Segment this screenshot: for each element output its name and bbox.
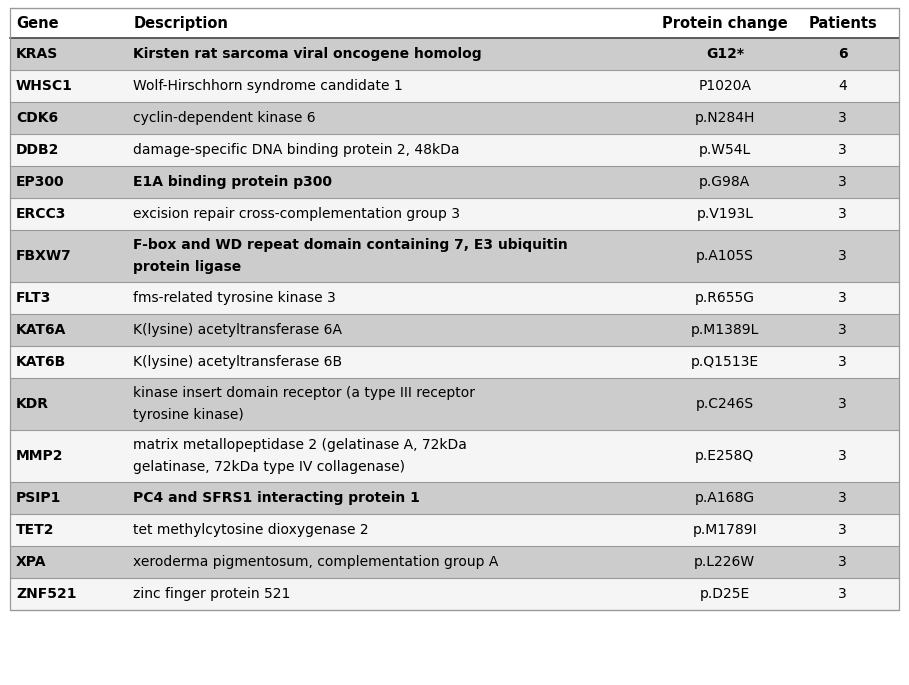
Text: p.C246S: p.C246S: [695, 397, 754, 411]
Bar: [10, 578, 899, 610]
Text: kinase insert domain receptor (a type III receptor: kinase insert domain receptor (a type II…: [134, 386, 475, 399]
Text: E1A binding protein p300: E1A binding protein p300: [134, 175, 333, 189]
Text: P1020A: P1020A: [698, 79, 751, 93]
Text: tyrosine kinase): tyrosine kinase): [134, 408, 245, 423]
Text: p.W54L: p.W54L: [699, 143, 751, 157]
Text: 3: 3: [838, 491, 847, 505]
Text: p.L226W: p.L226W: [694, 555, 755, 569]
Text: p.G98A: p.G98A: [699, 175, 751, 189]
Text: F-box and WD repeat domain containing 7, E3 ubiquitin: F-box and WD repeat domain containing 7,…: [134, 238, 568, 251]
Text: damage-specific DNA binding protein 2, 48kDa: damage-specific DNA binding protein 2, 4…: [134, 143, 460, 157]
Text: EP300: EP300: [16, 175, 65, 189]
Text: 3: 3: [838, 175, 847, 189]
Text: excision repair cross-complementation group 3: excision repair cross-complementation gr…: [134, 207, 460, 221]
Bar: [10, 102, 899, 134]
Text: 3: 3: [838, 355, 847, 369]
Bar: [10, 198, 899, 230]
Bar: [10, 430, 899, 482]
Text: PC4 and SFRS1 interacting protein 1: PC4 and SFRS1 interacting protein 1: [134, 491, 420, 505]
Text: CDK6: CDK6: [16, 111, 58, 125]
Text: ERCC3: ERCC3: [16, 207, 66, 221]
Text: p.A105S: p.A105S: [695, 249, 754, 263]
Text: XPA: XPA: [16, 555, 46, 569]
Text: MMP2: MMP2: [16, 449, 64, 463]
Text: KRAS: KRAS: [16, 47, 58, 61]
Text: p.A168G: p.A168G: [694, 491, 754, 505]
Text: 3: 3: [838, 449, 847, 463]
Text: FBXW7: FBXW7: [16, 249, 72, 263]
Text: fms-related tyrosine kinase 3: fms-related tyrosine kinase 3: [134, 291, 336, 305]
Text: 3: 3: [838, 523, 847, 537]
Text: KAT6B: KAT6B: [16, 355, 66, 369]
Text: matrix metallopeptidase 2 (gelatinase A, 72kDa: matrix metallopeptidase 2 (gelatinase A,…: [134, 438, 467, 451]
Text: Kirsten rat sarcoma viral oncogene homolog: Kirsten rat sarcoma viral oncogene homol…: [134, 47, 482, 61]
Bar: [10, 38, 899, 70]
Text: Protein change: Protein change: [662, 16, 787, 31]
Bar: [10, 8, 899, 610]
Text: 4: 4: [838, 79, 847, 93]
Text: Description: Description: [134, 16, 228, 31]
Text: 6: 6: [838, 47, 847, 61]
Text: Gene: Gene: [16, 16, 58, 31]
Bar: [10, 482, 899, 514]
Bar: [10, 546, 899, 578]
Text: G12*: G12*: [705, 47, 744, 61]
Text: cyclin-dependent kinase 6: cyclin-dependent kinase 6: [134, 111, 316, 125]
Text: p.M1389L: p.M1389L: [691, 323, 759, 337]
Text: p.M1789I: p.M1789I: [693, 523, 757, 537]
Bar: [10, 8, 899, 38]
Text: gelatinase, 72kDa type IV collagenase): gelatinase, 72kDa type IV collagenase): [134, 460, 405, 475]
Text: KDR: KDR: [16, 397, 49, 411]
Text: p.D25E: p.D25E: [700, 587, 750, 601]
Text: ZNF521: ZNF521: [16, 587, 76, 601]
Text: zinc finger protein 521: zinc finger protein 521: [134, 587, 291, 601]
Bar: [10, 134, 899, 166]
Text: xeroderma pigmentosum, complementation group A: xeroderma pigmentosum, complementation g…: [134, 555, 499, 569]
Text: protein ligase: protein ligase: [134, 260, 242, 275]
Text: p.N284H: p.N284H: [694, 111, 755, 125]
Bar: [10, 346, 899, 378]
Text: 3: 3: [838, 323, 847, 337]
Text: Wolf-Hirschhorn syndrome candidate 1: Wolf-Hirschhorn syndrome candidate 1: [134, 79, 403, 93]
Bar: [10, 166, 899, 198]
Text: 3: 3: [838, 249, 847, 263]
Text: 3: 3: [838, 587, 847, 601]
Text: K(lysine) acetyltransferase 6A: K(lysine) acetyltransferase 6A: [134, 323, 343, 337]
Text: p.E258Q: p.E258Q: [695, 449, 754, 463]
Text: DDB2: DDB2: [16, 143, 59, 157]
Bar: [10, 514, 899, 546]
Text: tet methylcytosine dioxygenase 2: tet methylcytosine dioxygenase 2: [134, 523, 369, 537]
Text: 3: 3: [838, 143, 847, 157]
Text: 3: 3: [838, 291, 847, 305]
Text: p.R655G: p.R655G: [694, 291, 754, 305]
Text: WHSC1: WHSC1: [16, 79, 73, 93]
Text: FLT3: FLT3: [16, 291, 52, 305]
Text: K(lysine) acetyltransferase 6B: K(lysine) acetyltransferase 6B: [134, 355, 343, 369]
Text: p.Q1513E: p.Q1513E: [691, 355, 759, 369]
Text: 3: 3: [838, 397, 847, 411]
Text: KAT6A: KAT6A: [16, 323, 66, 337]
Bar: [10, 230, 899, 282]
Text: 3: 3: [838, 555, 847, 569]
Bar: [10, 314, 899, 346]
Bar: [10, 282, 899, 314]
Bar: [10, 378, 899, 430]
Text: p.V193L: p.V193L: [696, 207, 754, 221]
Text: PSIP1: PSIP1: [16, 491, 62, 505]
Text: 3: 3: [838, 111, 847, 125]
Text: Patients: Patients: [808, 16, 877, 31]
Bar: [10, 70, 899, 102]
Text: TET2: TET2: [16, 523, 55, 537]
Text: 3: 3: [838, 207, 847, 221]
